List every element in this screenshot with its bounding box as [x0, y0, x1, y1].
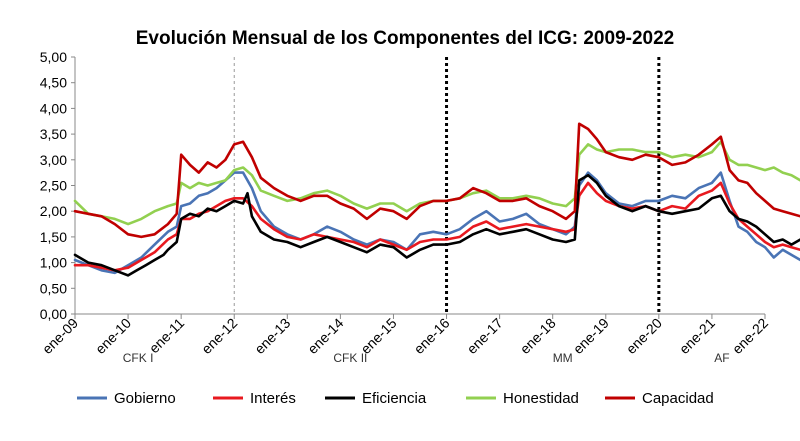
- y-tick-label: 2,00: [40, 203, 67, 219]
- chart-title: Evolución Mensual de los Componentes del…: [136, 28, 674, 49]
- series-line-honestidad: [73, 140, 800, 226]
- legend-label: Interés: [250, 390, 296, 407]
- y-tick-label: 0,50: [40, 280, 67, 296]
- period-label: CFK I: [123, 351, 154, 365]
- x-tick-label: ene-13: [251, 315, 293, 357]
- x-tick-label: ene-17: [464, 315, 506, 357]
- x-tick-label: ene-20: [623, 315, 665, 357]
- y-tick-label: 1,50: [40, 229, 67, 245]
- x-tick-label: ene-21: [676, 315, 718, 357]
- y-tick-label: 4,00: [40, 100, 67, 116]
- y-tick-label: 4,50: [40, 75, 67, 91]
- x-tick-label: ene-11: [146, 315, 188, 357]
- x-tick-label: ene-16: [411, 315, 453, 357]
- y-tick-label: 0,00: [40, 306, 67, 322]
- y-tick-label: 3,00: [40, 152, 67, 168]
- period-labels: CFK I CFK II MM AF: [123, 351, 730, 365]
- x-tick-label: ene-22: [729, 315, 771, 357]
- period-label: CFK II: [333, 351, 367, 365]
- legend: Gobierno Interés Eficiencia Honestidad Capac…: [77, 390, 714, 407]
- period-dividers: [233, 57, 661, 314]
- y-tick-label: 5,00: [40, 49, 67, 65]
- period-label: MM: [553, 351, 573, 365]
- y-tick-label: 3,50: [40, 126, 67, 142]
- legend-label: Honestidad: [503, 390, 579, 407]
- y-tick-label: 2,50: [40, 178, 67, 194]
- series-line-eficiencia: [73, 173, 800, 277]
- series-line-interés: [73, 181, 800, 272]
- x-tick-label: ene-12: [198, 315, 240, 357]
- y-tick-label: 1,00: [40, 255, 67, 271]
- period-label: AF: [714, 351, 729, 365]
- series-line-capacidad: [73, 122, 800, 239]
- series-lines: [73, 122, 800, 277]
- x-tick-label: ene-19: [570, 315, 612, 357]
- legend-label: Capacidad: [642, 390, 714, 407]
- legend-label: Eficiencia: [362, 390, 427, 407]
- y-axis: 0,00 0,50 1,00 1,50 2,00 2,50 3,00 3,50 4,00 4,50…: [40, 49, 76, 322]
- legend-label: Gobierno: [114, 390, 176, 407]
